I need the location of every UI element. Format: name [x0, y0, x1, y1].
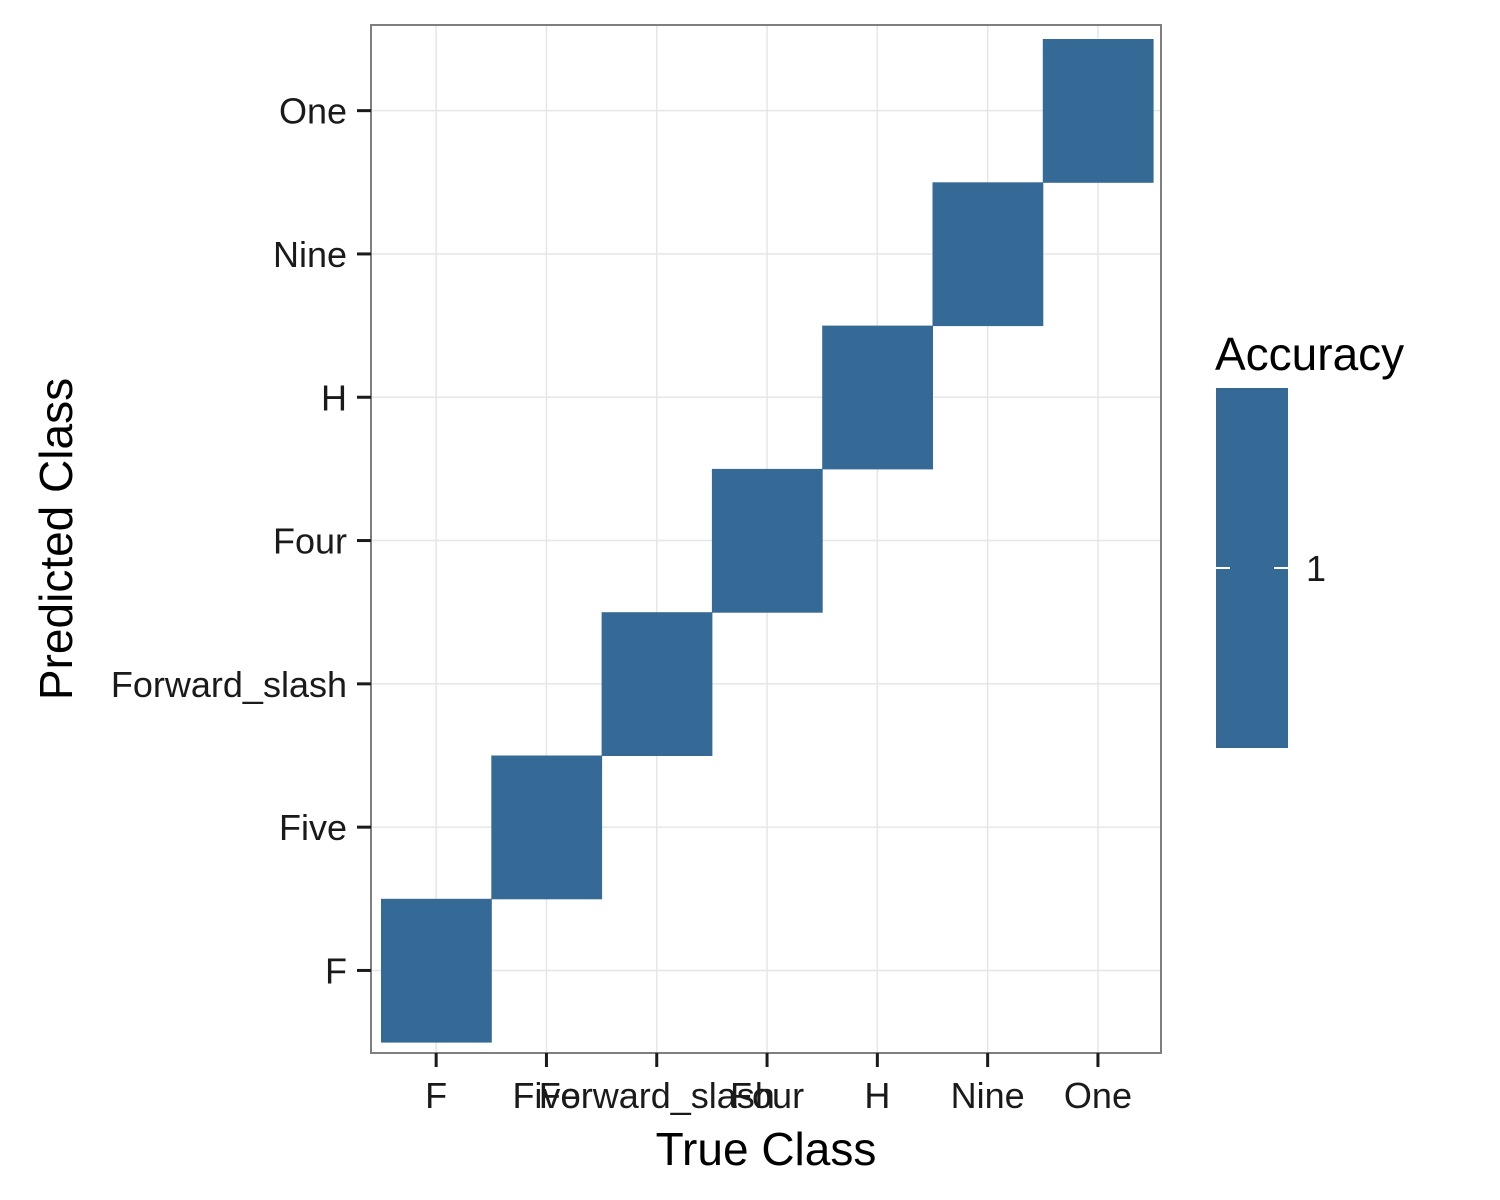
heatmap-cell-forward-slash-forward-slash [601, 612, 713, 756]
y-tick-label-h: H [321, 377, 347, 418]
x-tick-label-h: H [864, 1075, 890, 1116]
x-tick-label-nine: Nine [951, 1075, 1025, 1116]
y-axis: F Five Forward_slash Four H Nine One [111, 91, 371, 991]
x-tick-label-f: F [425, 1075, 447, 1116]
legend-title: Accuracy [1215, 328, 1404, 380]
y-tick-label-four: Four [273, 521, 347, 562]
y-tick-label-one: One [279, 91, 347, 132]
y-tick-label-nine: Nine [273, 234, 347, 275]
heatmap-cell-four-four [711, 468, 823, 613]
legend-ticks: 1 [1216, 548, 1326, 589]
legend-tick-label-0: 1 [1306, 548, 1326, 589]
y-tick-label-forward-slash: Forward_slash [111, 664, 347, 705]
x-tick-label-five: Five [512, 1075, 580, 1116]
y-tick-label-five: Five [279, 807, 347, 848]
y-axis-title: Predicted Class [30, 378, 82, 700]
heatmap-cell-five-five [491, 755, 603, 900]
x-tick-label-one: One [1064, 1075, 1132, 1116]
heatmap-cell-one-one [1042, 39, 1154, 183]
heatmap-cell-h-h [822, 325, 933, 470]
x-tick-label-four: Four [730, 1075, 804, 1116]
x-axis-title: True Class [656, 1123, 877, 1175]
heatmap-cells [381, 39, 1154, 1043]
heatmap-cell-f-f [381, 898, 492, 1043]
y-tick-label-f: F [325, 950, 347, 991]
x-tick-label-forward-slash: Forward_slash [539, 1075, 775, 1116]
heatmap-cell-nine-nine [932, 182, 1044, 327]
legend: Accuracy 1 [1215, 328, 1404, 748]
